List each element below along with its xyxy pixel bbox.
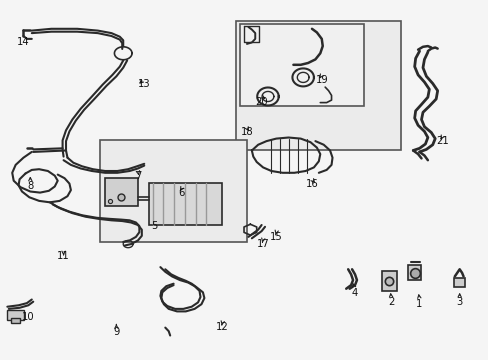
Bar [239, 24, 364, 106]
Text: 7: 7 [134, 171, 141, 181]
Text: 18: 18 [240, 127, 253, 138]
Text: 3: 3 [456, 297, 462, 307]
Bar [7, 310, 24, 320]
Text: 1: 1 [415, 299, 422, 309]
Text: 16: 16 [305, 179, 318, 189]
Bar [407, 265, 420, 280]
Bar [382, 271, 396, 291]
Text: 11: 11 [57, 251, 70, 261]
Bar [236, 21, 400, 150]
Text: 13: 13 [138, 78, 150, 89]
Text: 20: 20 [255, 96, 267, 107]
Text: 6: 6 [178, 188, 185, 198]
Bar [105, 178, 138, 206]
Text: 10: 10 [22, 312, 35, 322]
Bar [11, 318, 20, 323]
Bar [149, 183, 221, 225]
Text: 4: 4 [351, 288, 357, 298]
Bar [100, 140, 246, 242]
Text: 17: 17 [256, 239, 269, 249]
Text: 12: 12 [216, 322, 228, 332]
Bar [453, 278, 464, 287]
Text: 2: 2 [387, 297, 394, 307]
Text: 14: 14 [17, 37, 30, 48]
Text: 5: 5 [150, 221, 157, 231]
Text: 21: 21 [435, 136, 448, 146]
Text: 19: 19 [315, 75, 327, 85]
Text: 9: 9 [113, 327, 120, 337]
Text: 15: 15 [269, 232, 282, 242]
Text: 8: 8 [27, 181, 33, 192]
